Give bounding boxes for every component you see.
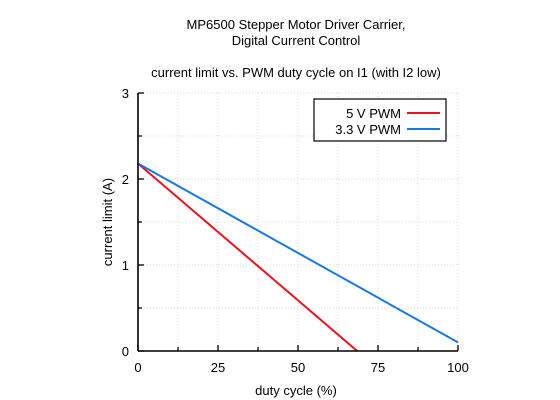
x-tick-label: 50: [291, 360, 305, 375]
y-axis-label: current limit (A): [100, 178, 115, 266]
y-tick-label: 2: [122, 172, 129, 187]
chart-subtitle: current limit vs. PWM duty cycle on I1 (…: [151, 65, 441, 80]
grid: [138, 92, 459, 351]
series-lines: [137, 162, 459, 352]
x-tick-label: 75: [371, 360, 385, 375]
x-axis-label: duty cycle (%): [255, 383, 337, 398]
chart-title-line2: Digital Current Control: [232, 33, 361, 48]
legend-label-1: 5 V PWM: [346, 106, 401, 121]
legend-label-2: 3.3 V PWM: [335, 122, 401, 137]
y-tick-label: 3: [122, 86, 129, 101]
x-tick-label: 100: [447, 360, 469, 375]
legend-box: [313, 98, 447, 142]
y-tick-label: 0: [122, 344, 129, 359]
series-line-2: [137, 162, 459, 344]
chart-title: MP6500 Stepper Motor Driver Carrier,: [187, 17, 406, 32]
y-tick-label: 1: [122, 258, 129, 273]
x-tick-label: 0: [134, 360, 141, 375]
series-line-1: [137, 162, 358, 352]
ticks: 0 25 50 75 100 0 1 2 3: [122, 86, 469, 375]
x-tick-label: 25: [211, 360, 225, 375]
